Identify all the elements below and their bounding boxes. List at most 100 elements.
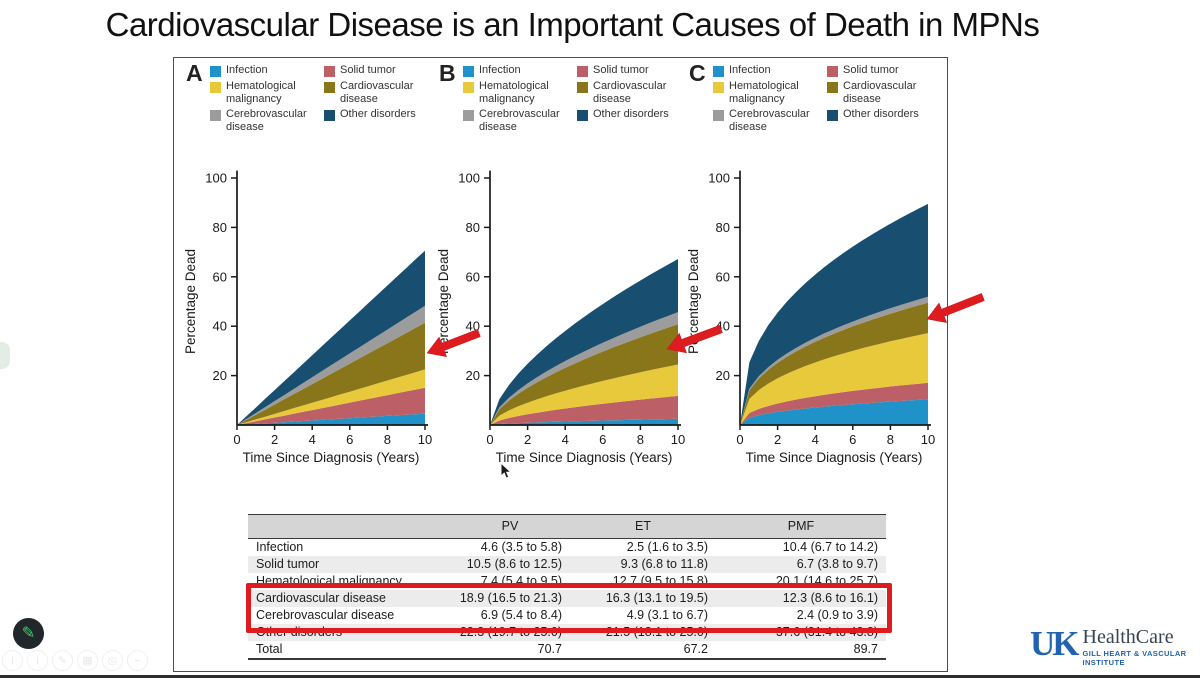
row-label: Solid tumor — [256, 557, 320, 571]
annotate-pencil-button[interactable]: ✎ — [13, 618, 44, 649]
toolbar-pen-icon[interactable]: i — [27, 650, 48, 671]
legend-label: Cerebrovascular disease — [729, 108, 810, 133]
x-tick-label: 0 — [486, 432, 493, 447]
toolbar-zoom-icon[interactable]: ◎ — [102, 650, 123, 671]
legend-panel-C: Infection Hematological malignancy Cerebro… — [713, 64, 931, 136]
legend-item: Cerebrovascular disease — [210, 108, 314, 133]
legend-label: Cerebrovascular disease — [226, 108, 307, 133]
y-tick-label: 20 — [716, 368, 730, 383]
x-tick-label: 10 — [418, 432, 432, 447]
table-column-header: PV — [501, 519, 519, 533]
area-layer-solid-tumor — [490, 395, 678, 425]
legend-swatch-icon — [713, 110, 724, 121]
x-tick-label: 8 — [637, 432, 644, 447]
legend-label: Solid tumor — [843, 64, 899, 76]
row-label: Cerebrovascular disease — [256, 608, 395, 622]
legend-item: Cerebrovascular disease — [713, 108, 817, 133]
legend-item: Other disorders — [577, 108, 681, 121]
row-label: Infection — [256, 540, 304, 554]
y-tick-label: 20 — [466, 368, 480, 383]
x-tick-label: 2 — [524, 432, 531, 447]
pencil-icon: ✎ — [21, 624, 36, 642]
toolbar-info-icon[interactable]: i — [2, 650, 23, 671]
area-layer-hematological-malignancy — [490, 364, 678, 425]
bottom-edge-bar — [0, 675, 1200, 678]
stacked-area-chart-A: 0 2 4 6 8 10 20 40 60 80 100 Percentage Dead Time Si… — [183, 171, 432, 466]
legend-swatch-icon — [577, 82, 588, 93]
mouse-cursor — [500, 462, 513, 479]
area-layer-cardiovascular-disease — [740, 302, 928, 425]
table-row: Total 70.7 67.2 89.7 — [248, 641, 886, 658]
area-layer-infection — [490, 418, 678, 425]
y-tick-label: 40 — [213, 319, 227, 334]
page-title: Cardiovascular Disease is an Important C… — [105, 6, 1040, 43]
cell-et: 16.3 (13.1 to 19.5) — [605, 591, 708, 605]
toolbar-pencil-icon[interactable]: ✎ — [52, 650, 73, 671]
legend-label: Infection — [226, 64, 268, 76]
uk-healthcare-logo: UK HealthCare GILL HEART & VASCULAR INST… — [1030, 624, 1200, 667]
stacked-area-chart-B: 0 2 4 6 8 10 20 40 60 80 100 Percentage Dead Time Si… — [436, 171, 685, 466]
x-tick-label: 4 — [562, 432, 569, 447]
y-axis-label: Percentage Dead — [686, 249, 701, 354]
toolbar-minus-icon[interactable]: − — [127, 650, 148, 671]
legend-swatch-icon — [463, 66, 474, 77]
table-row: Infection 4.6 (3.5 to 5.8) 2.5 (1.6 to 3.5… — [248, 539, 886, 556]
area-layer-cardiovascular-disease — [237, 322, 425, 425]
cell-pv: 6.9 (5.4 to 8.4) — [480, 608, 562, 622]
legend-label: Cardiovascular disease — [593, 80, 667, 105]
legend-item: Other disorders — [324, 108, 428, 121]
annotation-toolbar: i i ✎ ▦ ◎ − — [2, 650, 148, 671]
cell-pmf: 6.7 (3.8 to 9.7) — [796, 557, 878, 571]
legend-item: Infection — [210, 64, 314, 77]
legend-swatch-icon — [827, 110, 838, 121]
legend-swatch-icon — [210, 82, 221, 93]
x-axis-label: Time Since Diagnosis (Years) — [496, 450, 673, 465]
sidebar-handle[interactable] — [0, 342, 10, 369]
cell-pmf: 10.4 (6.7 to 14.2) — [782, 540, 878, 554]
legend-label: Hematological malignancy — [479, 80, 549, 105]
legend-item: Cardiovascular disease — [577, 80, 681, 105]
y-tick-label: 80 — [716, 220, 730, 235]
legend-item: Hematological malignancy — [210, 80, 314, 105]
x-tick-label: 10 — [671, 432, 685, 447]
legend-item: Cardiovascular disease — [827, 80, 931, 105]
legend-label: Infection — [729, 64, 771, 76]
y-tick-label: 60 — [466, 269, 480, 284]
table-row: Cardiovascular disease 18.9 (16.5 to 21.3… — [248, 590, 886, 607]
toolbar-grid-icon[interactable]: ▦ — [77, 650, 98, 671]
legend-swatch-icon — [577, 110, 588, 121]
legend-item: Solid tumor — [324, 64, 428, 77]
y-tick-label: 80 — [213, 220, 227, 235]
y-tick-label: 100 — [458, 171, 480, 186]
area-layer-hematological-malignancy — [740, 333, 928, 425]
legend-swatch-icon — [324, 110, 335, 121]
x-tick-label: 8 — [887, 432, 894, 447]
legend-panel-A: Infection Hematological malignancy Cerebro… — [210, 64, 428, 136]
x-tick-label: 2 — [774, 432, 781, 447]
legend-swatch-icon — [463, 110, 474, 121]
area-layer-other-disorders — [740, 203, 928, 425]
y-tick-label: 100 — [708, 171, 730, 186]
cell-et: 2.5 (1.6 to 3.5) — [626, 540, 708, 554]
legend-label: Other disorders — [843, 108, 919, 120]
legend-swatch-icon — [463, 82, 474, 93]
legend-swatch-icon — [324, 82, 335, 93]
cell-et: 9.3 (6.8 to 11.8) — [620, 557, 708, 571]
stacked-area-chart-C: 0 2 4 6 8 10 20 40 60 80 100 Percentage Dead Time Si… — [686, 171, 935, 466]
x-tick-label: 2 — [271, 432, 278, 447]
legend-label: Other disorders — [340, 108, 416, 120]
cell-et: 4.9 (3.1 to 6.7) — [626, 608, 708, 622]
table-row: Solid tumor 10.5 (8.6 to 12.5) 9.3 (6.8 to… — [248, 556, 886, 573]
legend-item: Hematological malignancy — [713, 80, 817, 105]
table-header-blank — [248, 515, 450, 538]
uk-logo-mark: UK — [1030, 624, 1079, 663]
y-tick-label: 100 — [205, 171, 227, 186]
x-tick-label: 4 — [309, 432, 316, 447]
highlight-box — [246, 583, 892, 633]
legend-swatch-icon — [713, 66, 724, 77]
table-row: Cerebrovascular disease 6.9 (5.4 to 8.4) 4… — [248, 607, 886, 624]
logo-healthcare-text: HealthCare — [1082, 626, 1174, 648]
area-layer-infection — [740, 399, 928, 425]
legend-item: Hematological malignancy — [463, 80, 567, 105]
